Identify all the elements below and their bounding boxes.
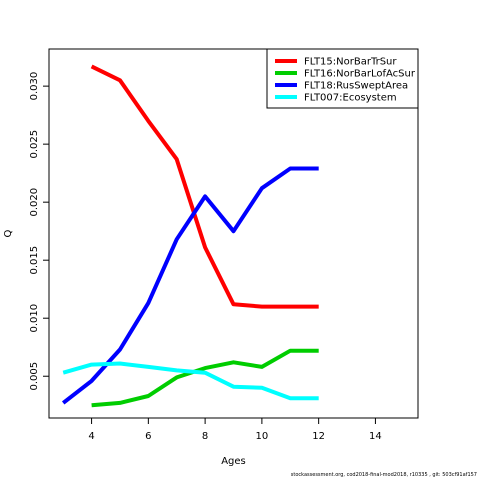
y-tick-label: 0.025 [29,130,40,159]
y-tick-label: 0.020 [29,188,40,217]
legend-label-1: FLT16:NorBarLofAcSur [304,69,416,80]
x-tick-label: 12 [312,431,325,442]
y-axis-label: Q [3,229,14,237]
series-line-1 [91,348,319,408]
y-tick-label: 0.015 [29,246,40,275]
series-line-3 [62,361,319,401]
series-line-0 [90,64,319,309]
x-tick-label: 10 [256,431,269,442]
series-layer [61,64,319,408]
y-tick-label: 0.005 [29,362,40,391]
footer-caption: stockassessment.org, cod2018-final-mod20… [290,472,477,478]
y-tick-label: 0.010 [29,304,40,333]
x-tick-label: 6 [145,431,151,442]
x-tick-label: 14 [369,431,382,442]
legend-label-0: FLT15:NorBarTrSur [304,57,397,68]
plot-frame [48,48,419,419]
y-axis: 0.005 0.010 0.015 0.020 0.025 0.030 [29,72,49,391]
legend: FLT15:NorBarTrSurFLT16:NorBarLofAcSurFLT… [266,48,419,109]
legend-label-3: FLT007:Ecosystem [304,93,397,104]
y-tick-label: 0.030 [29,72,40,101]
x-axis: 4 6 8 10 12 14 [88,418,382,442]
x-axis-label: Ages [221,456,246,467]
legend-label-2: FLT18:RusSweptArea [304,81,408,92]
x-tick-label: 4 [88,431,94,442]
x-tick-label: 8 [202,431,208,442]
